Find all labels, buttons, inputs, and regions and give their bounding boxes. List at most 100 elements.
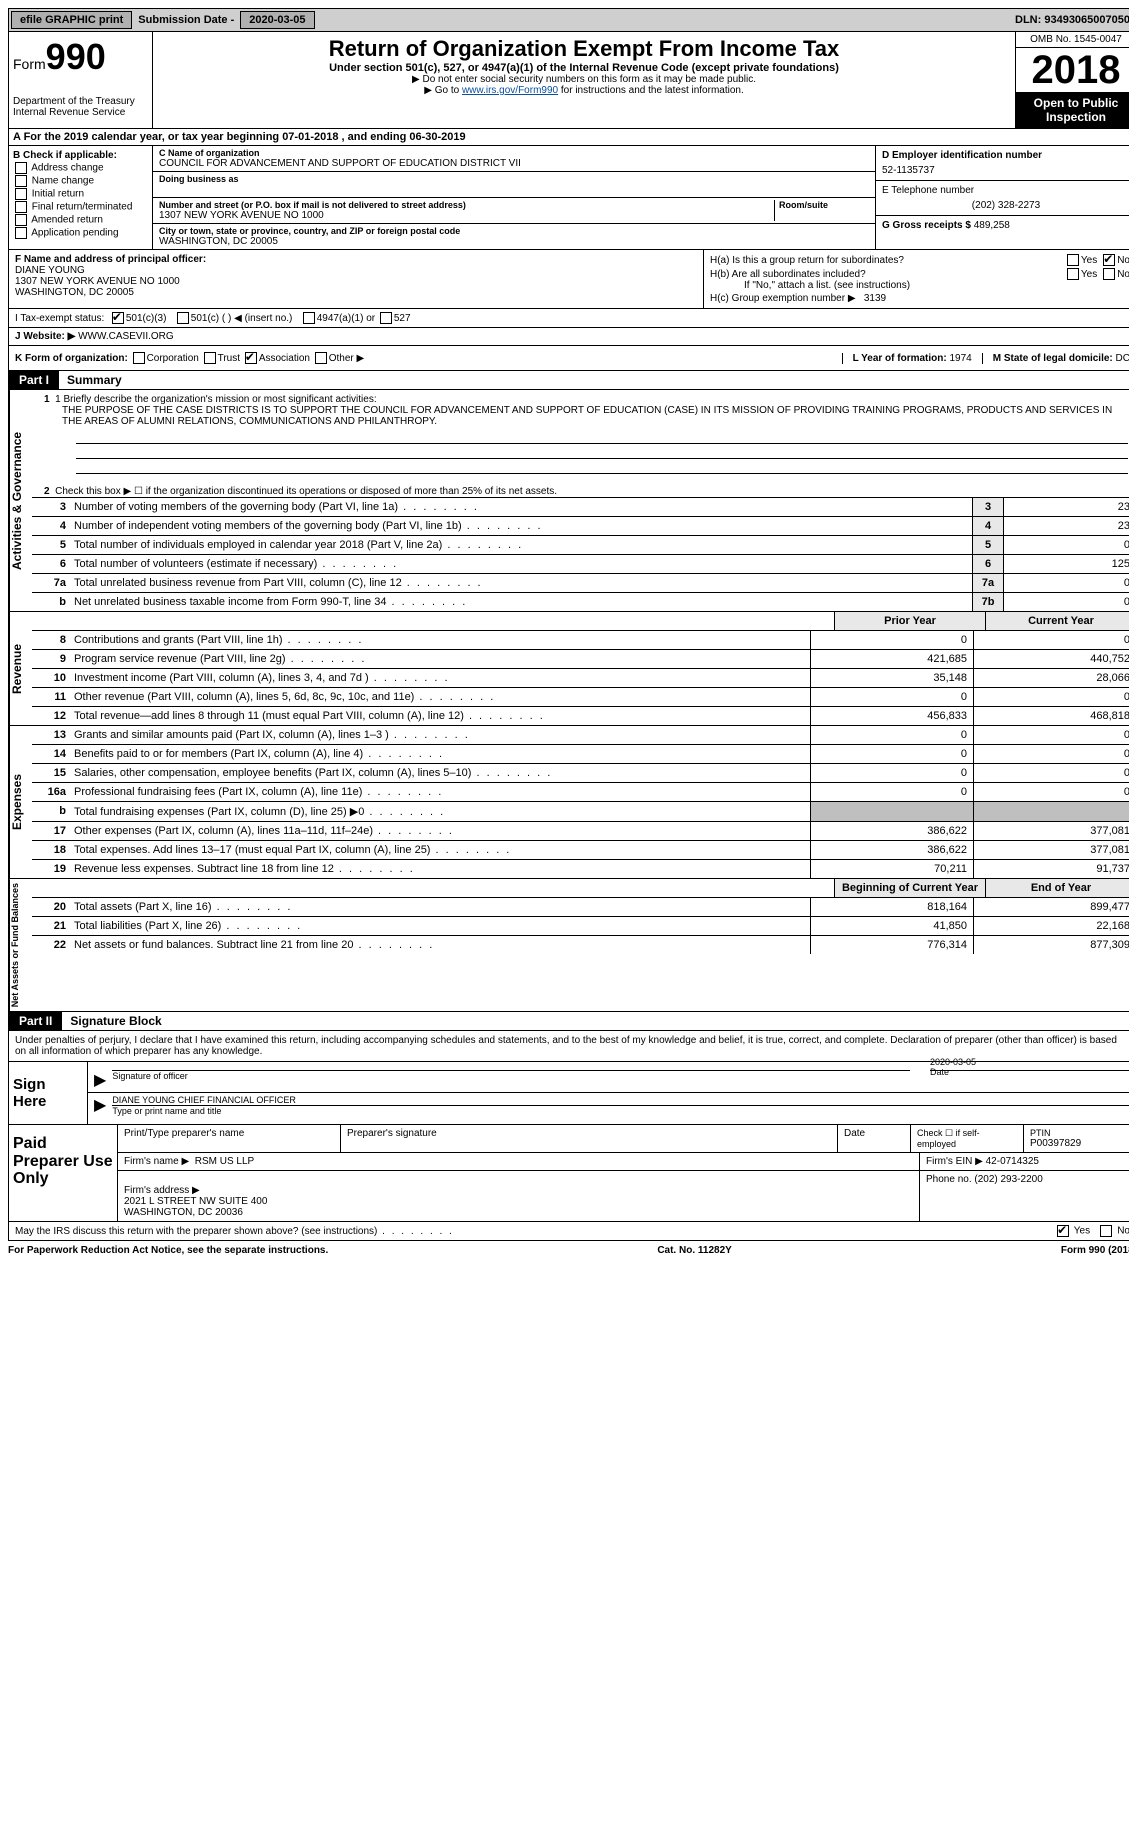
summary-revenue: Revenue Prior Year Current Year 8Contrib…	[8, 611, 1129, 725]
website-value: WWW.CASEVII.ORG	[78, 331, 174, 342]
summary-row: 7aTotal unrelated business revenue from …	[32, 573, 1129, 592]
box-i: I Tax-exempt status: 501(c)(3) 501(c) ( …	[8, 309, 1129, 328]
cb-501c[interactable]	[177, 312, 189, 324]
officer-name: DIANE YOUNG	[15, 265, 697, 276]
vtab-netassets: Net Assets or Fund Balances	[9, 879, 32, 1011]
arrow-icon: ▶	[94, 1070, 106, 1090]
underline	[76, 446, 1128, 459]
discuss-row: May the IRS discuss this return with the…	[8, 1222, 1129, 1241]
cb-amended[interactable]: Amended return	[13, 214, 148, 226]
financial-row: 19Revenue less expenses. Subtract line 1…	[32, 859, 1129, 878]
cb-name-change[interactable]: Name change	[13, 175, 148, 187]
hb-label: H(b) Are all subordinates included?	[710, 269, 1065, 280]
firm-ein: 42-0714325	[986, 1156, 1039, 1167]
financial-row: 10Investment income (Part VIII, column (…	[32, 668, 1129, 687]
cb-assoc[interactable]	[245, 352, 257, 364]
q1-label: 1 Briefly describe the organization's mi…	[55, 394, 377, 405]
box-h: H(a) Is this a group return for subordin…	[703, 250, 1129, 308]
form-number: 990	[46, 36, 106, 77]
discuss-no[interactable]	[1100, 1225, 1112, 1237]
phone-label: E Telephone number	[882, 185, 1129, 196]
ha-yes[interactable]	[1067, 254, 1079, 266]
hb-no[interactable]	[1103, 268, 1115, 280]
firm-addr: 2021 L STREET NW SUITE 400 WASHINGTON, D…	[124, 1196, 267, 1218]
cb-527[interactable]	[380, 312, 392, 324]
cb-trust[interactable]	[204, 352, 216, 364]
state-domicile: DC	[1116, 353, 1129, 364]
summary-netassets: Net Assets or Fund Balances Beginning of…	[8, 878, 1129, 1012]
financial-row: 18Total expenses. Add lines 13–17 (must …	[32, 840, 1129, 859]
cb-address-change[interactable]: Address change	[13, 162, 148, 174]
form-note2: ▶ Go to www.irs.gov/Form990 for instruct…	[161, 85, 1007, 96]
form-footer: Form 990 (2018)	[1061, 1245, 1129, 1256]
prep-date-label: Date	[838, 1125, 911, 1152]
cb-final-return[interactable]: Final return/terminated	[13, 201, 148, 213]
prep-sig-label: Preparer's signature	[341, 1125, 838, 1152]
firm-phone: (202) 293-2200	[974, 1174, 1042, 1185]
firm-ein-label: Firm's EIN ▶	[926, 1156, 983, 1167]
cat-no: Cat. No. 11282Y	[657, 1245, 731, 1256]
phone-value: (202) 328-2273	[882, 200, 1129, 211]
part1-header: Part I Summary	[8, 371, 1129, 390]
irs-link[interactable]: www.irs.gov/Form990	[462, 85, 558, 96]
officer-addr2: WASHINGTON, DC 20005	[15, 287, 697, 298]
cb-initial-return[interactable]: Initial return	[13, 188, 148, 200]
summary-row: 4Number of independent voting members of…	[32, 516, 1129, 535]
form-title: Return of Organization Exempt From Incom…	[161, 36, 1007, 62]
hb-yes[interactable]	[1067, 268, 1079, 280]
q2-text: Check this box ▶ ☐ if the organization d…	[55, 486, 557, 497]
discuss-text: May the IRS discuss this return with the…	[15, 1226, 454, 1237]
submission-date-label: Submission Date -	[134, 14, 238, 26]
box-deg: D Employer identification number 52-1135…	[875, 146, 1129, 249]
summary-governance: Activities & Governance 1 1 Briefly desc…	[8, 390, 1129, 611]
cb-other[interactable]	[315, 352, 327, 364]
part2-title: Signature Block	[62, 1012, 169, 1030]
ein-label: D Employer identification number	[882, 150, 1129, 161]
firm-addr-label: Firm's address ▶	[124, 1185, 200, 1196]
part2-header: Part II Signature Block	[8, 1012, 1129, 1031]
header-right: OMB No. 1545-0047 2018 Open to Public In…	[1015, 32, 1129, 128]
ha-no[interactable]	[1103, 254, 1115, 266]
ha-label: H(a) Is this a group return for subordin…	[710, 255, 1065, 266]
form-org-label: K Form of organization:	[15, 353, 128, 364]
pra-notice: For Paperwork Reduction Act Notice, see …	[8, 1245, 328, 1256]
tax-year: 2018	[1016, 48, 1129, 92]
sig-date-value: 2020-03-05	[930, 1057, 1129, 1067]
self-employed[interactable]: Check ☐ if self-employed	[911, 1125, 1024, 1152]
page-footer: For Paperwork Reduction Act Notice, see …	[8, 1241, 1129, 1260]
firm-name: RSM US LLP	[195, 1156, 254, 1167]
form-subtitle: Under section 501(c), 527, or 4947(a)(1)…	[161, 62, 1007, 74]
financial-row: 15Salaries, other compensation, employee…	[32, 763, 1129, 782]
street: 1307 NEW YORK AVENUE NO 1000	[159, 210, 774, 221]
efile-button[interactable]: efile GRAPHIC print	[11, 11, 132, 29]
box-klm: K Form of organization: Corporation Trus…	[8, 346, 1129, 371]
financial-row: 20Total assets (Part X, line 16)818,1648…	[32, 897, 1129, 916]
box-f: F Name and address of principal officer:…	[9, 250, 703, 308]
hc-label: H(c) Group exemption number ▶	[710, 293, 856, 304]
dba-label: Doing business as	[159, 174, 869, 184]
financial-row: 21Total liabilities (Part X, line 26)41,…	[32, 916, 1129, 935]
financial-row: 14Benefits paid to or for members (Part …	[32, 744, 1129, 763]
omb-number: OMB No. 1545-0047	[1016, 32, 1129, 48]
hc-value: 3139	[864, 293, 886, 304]
room-label: Room/suite	[779, 200, 869, 210]
form-note1: ▶ Do not enter social security numbers o…	[161, 74, 1007, 85]
col-current-year: Current Year	[985, 612, 1129, 630]
street-label: Number and street (or P.O. box if mail i…	[159, 200, 774, 210]
financial-row: 13Grants and similar amounts paid (Part …	[32, 726, 1129, 744]
discuss-yes[interactable]	[1057, 1225, 1069, 1237]
hb-note: If "No," attach a list. (see instruction…	[710, 280, 1129, 291]
cb-corp[interactable]	[133, 352, 145, 364]
underline	[76, 431, 1128, 444]
cb-501c3[interactable]	[112, 312, 124, 324]
cb-4947[interactable]	[303, 312, 315, 324]
row-a-tax-year: A For the 2019 calendar year, or tax yea…	[8, 129, 1129, 146]
gross-receipts-value: 489,258	[974, 220, 1010, 231]
paid-preparer-label: Paid Preparer Use Only	[9, 1125, 118, 1221]
vtab-governance: Activities & Governance	[9, 390, 32, 611]
gross-receipts-label: G Gross receipts $	[882, 220, 974, 231]
cb-application-pending[interactable]: Application pending	[13, 227, 148, 239]
summary-expenses: Expenses 13Grants and similar amounts pa…	[8, 725, 1129, 878]
city: WASHINGTON, DC 20005	[159, 236, 869, 247]
q1-mission: THE PURPOSE OF THE CASE DISTRICTS IS TO …	[62, 405, 1128, 427]
